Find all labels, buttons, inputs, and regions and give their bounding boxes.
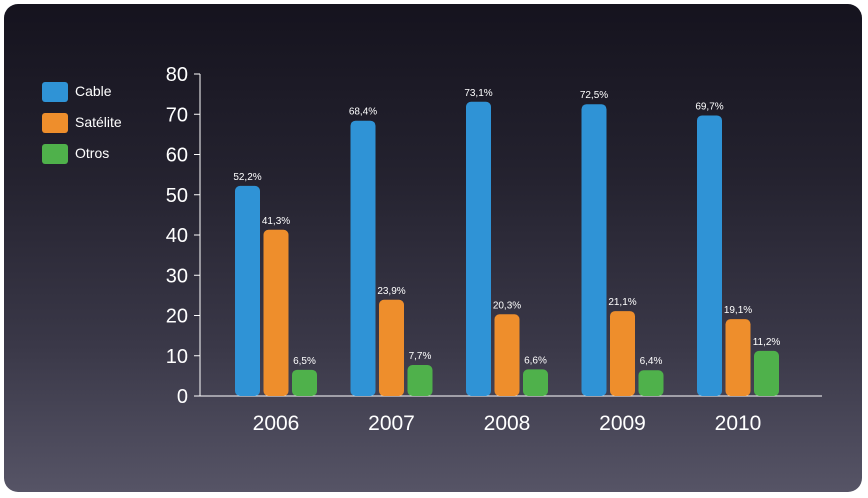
y-tick-label: 10: [166, 346, 188, 368]
y-tick-label: 20: [166, 306, 188, 328]
legend-label: Satélite: [75, 114, 122, 130]
legend-swatch: [42, 82, 68, 102]
data-label: 52,2%: [233, 172, 261, 183]
y-tick-label: 80: [166, 64, 188, 86]
data-label: 69,7%: [695, 101, 723, 112]
bar-satlite-2010: [725, 319, 751, 396]
bar-otros-2008: [523, 369, 548, 396]
legend-label: Cable: [75, 83, 112, 99]
data-label: 73,1%: [464, 88, 492, 99]
y-tick-label: 30: [166, 265, 188, 287]
bar-satlite-2007: [379, 299, 404, 396]
x-tick-label: 2006: [253, 412, 300, 435]
data-label: 41,3%: [262, 216, 290, 227]
y-tick-label: 50: [166, 185, 188, 207]
legend-label: Otros: [75, 145, 109, 161]
chart-panel: 0 10 20 30 40 50 60 70 80 52,2% 41,3% 6,5% 2006 68,4%…: [4, 4, 862, 492]
bar-satlite-2009: [610, 311, 635, 396]
y-tick-label: 0: [177, 386, 188, 408]
bar-chart: 0 10 20 30 40 50 60 70 80 52,2% 41,3% 6,5% 2006 68,4%…: [42, 64, 822, 435]
legend-swatch: [42, 113, 68, 133]
bar-otros-2007: [407, 365, 433, 396]
y-tick-label: 40: [166, 225, 188, 247]
bar-cable-2008: [466, 101, 491, 397]
data-label: 11,2%: [753, 337, 781, 348]
data-label: 68,4%: [349, 107, 377, 118]
bar-cable-2009: [581, 104, 607, 396]
bar-cable-2010: [697, 115, 722, 397]
y-tick-label: 70: [166, 104, 188, 126]
legend-swatch: [42, 144, 68, 164]
bar-otros-2006: [292, 369, 317, 396]
x-tick-label: 2010: [715, 412, 762, 435]
data-label: 6,6%: [524, 355, 547, 366]
x-tick-label: 2009: [599, 412, 646, 435]
bar-otros-2009: [638, 370, 664, 396]
bar-satlite-2006: [263, 229, 289, 396]
data-label: 6,4%: [640, 356, 663, 367]
bar-satlite-2008: [494, 314, 520, 396]
bar-otros-2010: [754, 350, 779, 396]
x-tick-label: 2008: [484, 412, 531, 435]
x-tick-label: 2007: [368, 412, 415, 435]
data-label: 23,9%: [377, 286, 405, 297]
bar-cable-2006: [235, 185, 260, 396]
y-tick-label: 60: [166, 145, 188, 167]
data-label: 19,1%: [724, 305, 752, 316]
data-label: 6,5%: [293, 356, 316, 367]
data-label: 20,3%: [493, 300, 521, 311]
data-label: 72,5%: [580, 90, 608, 101]
data-label: 7,7%: [409, 351, 432, 362]
bar-cable-2007: [350, 120, 376, 396]
data-label: 21,1%: [608, 297, 636, 308]
